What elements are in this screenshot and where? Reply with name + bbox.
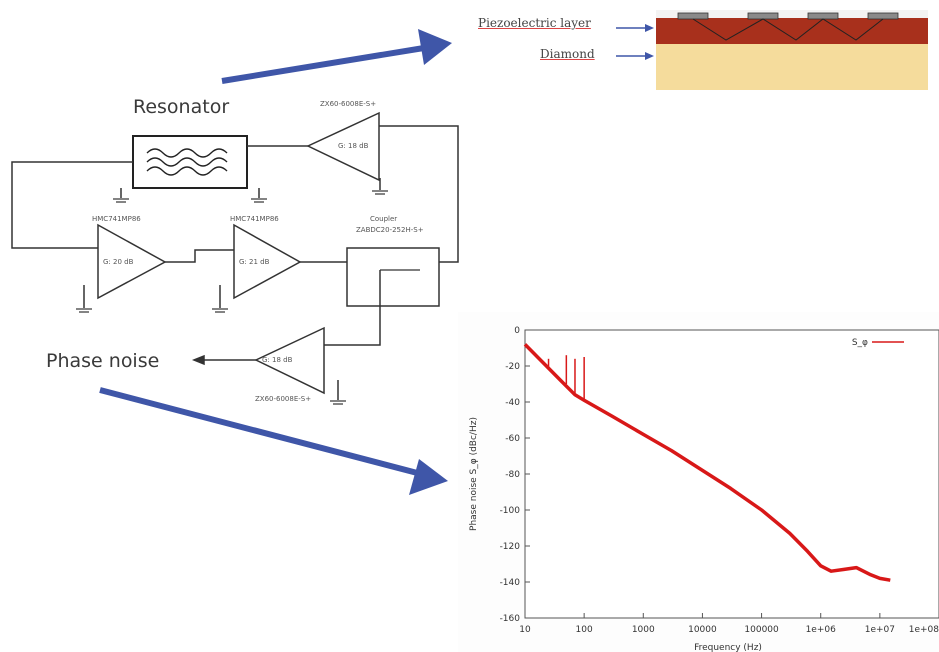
piezo-layer-label: Piezoelectric layer — [478, 16, 591, 30]
y-tick-label: -140 — [500, 578, 521, 588]
y-tick-label: 0 — [514, 326, 520, 336]
coupler-block — [346, 247, 440, 307]
x-tick-label: 100000 — [744, 625, 779, 635]
amp2-part-label: HMC741MP86 — [230, 215, 279, 223]
layer-stack-drawing — [656, 10, 928, 90]
amplifier-bottom — [254, 326, 325, 395]
series-line-s-phi — [523, 343, 891, 582]
x-tick-label: 1e+06 — [806, 625, 837, 635]
y-tick-label: -20 — [505, 362, 520, 372]
arrow-to-layer-stack — [221, 29, 452, 84]
amplifier-top — [306, 111, 380, 182]
diamond-layer — [656, 43, 928, 90]
x-tick-label: 10000 — [688, 625, 717, 635]
amp-bottom-part-label: ZX60-6008E-S+ — [255, 395, 312, 403]
amp-bottom-gain-label: G: 18 dB — [262, 356, 293, 364]
x-tick-label: 100 — [576, 625, 593, 635]
phase-noise-plot: 0 -20 -40 -60 -80 -100 -120 -140 -160 10 100 1000 1… — [469, 326, 939, 652]
piezoelectric-layer — [656, 18, 928, 44]
amp1-gain-label: G: 20 dB — [103, 258, 134, 266]
x-axis-label: Frequency (Hz) — [694, 643, 762, 652]
arrow-to-phase-noise-plot — [99, 387, 448, 495]
ground-symbols — [76, 190, 388, 405]
legend-label: S_φ — [852, 338, 868, 348]
coupler-part-label: ZABDC20-252H-S+ — [356, 226, 424, 234]
y-tick-label: -120 — [500, 542, 521, 552]
amp-top-gain-label: G: 18 dB — [338, 142, 369, 150]
y-axis-label: Phase noise S_φ (dBc/Hz) — [469, 417, 479, 531]
y-tick-label: -40 — [505, 398, 520, 408]
diamond-label: Diamond — [540, 47, 595, 61]
y-tick-label: -80 — [505, 470, 520, 480]
x-tick-label: 1e+08 — [909, 625, 939, 635]
y-tick-label: -60 — [505, 434, 520, 444]
amp2-gain-label: G: 21 dB — [239, 258, 270, 266]
resonator-label: Resonator — [133, 96, 230, 118]
phase-noise-chart: 0 -20 -40 -60 -80 -100 -120 -140 -160 10 100 1000 1… — [458, 312, 939, 652]
x-tick-label: 10 — [519, 625, 531, 635]
x-tick-label: 1e+07 — [865, 625, 895, 635]
y-tick-label: -160 — [500, 614, 521, 624]
coupler-title-label: Coupler — [370, 215, 398, 223]
x-tick-label: 1000 — [632, 625, 655, 635]
resonator-block — [132, 135, 248, 189]
amplifier-1 — [97, 223, 167, 300]
amp1-part-label: HMC741MP86 — [92, 215, 141, 223]
circuit-wires — [11, 125, 459, 400]
amplifier-2 — [233, 223, 302, 300]
y-tick-label: -100 — [500, 506, 521, 516]
amp-top-part-label: ZX60-6008E-S+ — [320, 100, 377, 108]
phase-noise-label: Phase noise — [46, 350, 160, 372]
layer-stack — [656, 10, 928, 90]
plot-frame — [524, 329, 939, 619]
